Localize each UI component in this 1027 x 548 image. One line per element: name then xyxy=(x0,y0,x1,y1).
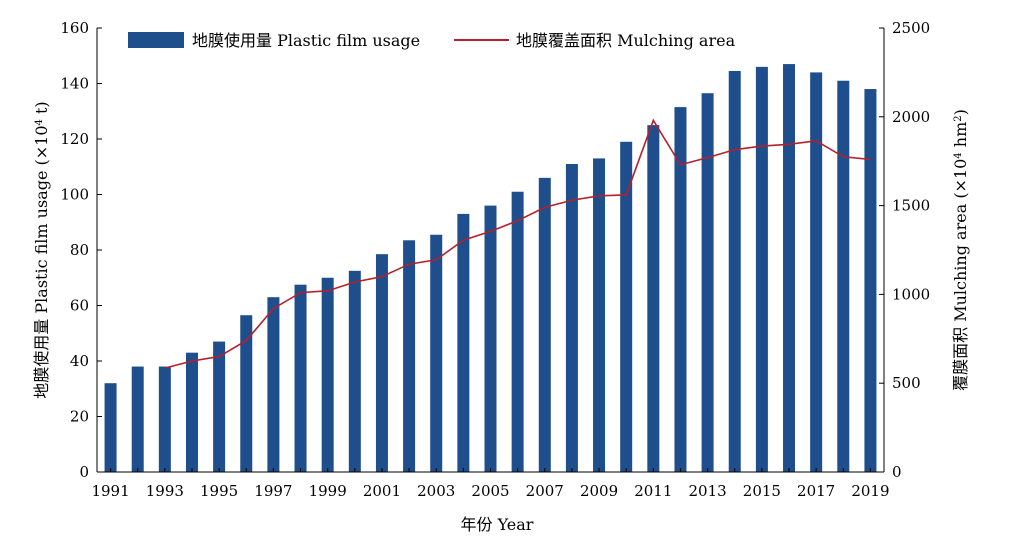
bar-1991 xyxy=(104,383,117,472)
x-tick-label-1993: 1993 xyxy=(146,482,184,500)
y-left-tick-label: 40 xyxy=(70,352,89,370)
bar-1992 xyxy=(131,366,144,472)
bar-2014 xyxy=(728,71,741,472)
bar-1995 xyxy=(213,341,226,472)
bar-2003 xyxy=(430,234,443,472)
y-axis-left-title: 地膜使用量 Plastic film usage (×104 t) xyxy=(32,101,51,398)
x-tick-label-2013: 2013 xyxy=(689,482,727,500)
x-tick-label-2003: 2003 xyxy=(417,482,455,500)
line-mulching-area xyxy=(164,118,871,369)
x-tick-label-2007: 2007 xyxy=(526,482,564,500)
y-left-tick-label: 0 xyxy=(79,463,89,481)
x-tick-label-2005: 2005 xyxy=(471,482,509,500)
bar-2009 xyxy=(593,158,606,473)
y-left-tick-label: 60 xyxy=(70,297,89,315)
bar-2008 xyxy=(565,163,578,473)
bar-2006 xyxy=(511,191,524,473)
line-series-group xyxy=(164,118,871,369)
bar-1997 xyxy=(267,297,280,472)
legend-label-mulching-area: 地膜覆盖面积 Mulching area xyxy=(516,31,736,50)
bar-2000 xyxy=(348,270,361,472)
legend-swatch-bar xyxy=(128,32,184,48)
x-tick-label-1999: 1999 xyxy=(309,482,347,500)
bar-2012 xyxy=(674,107,687,472)
y-right-tick-label: 1000 xyxy=(892,285,930,303)
x-tick-label-2011: 2011 xyxy=(634,482,672,500)
bar-1994 xyxy=(185,352,198,472)
x-tick-label-2015: 2015 xyxy=(743,482,781,500)
y-right-tick-label: 0 xyxy=(892,463,902,481)
y-right-tick-label: 1500 xyxy=(892,197,930,215)
y-left-tick-label: 140 xyxy=(60,75,89,93)
x-tick-label-2001: 2001 xyxy=(363,482,401,500)
bar-2017 xyxy=(810,72,823,473)
bar-series-group xyxy=(104,64,877,473)
bar-1996 xyxy=(240,315,253,472)
legend-label-plastic-film-usage: 地膜使用量 Plastic film usage xyxy=(192,31,420,50)
y-left-tick-label: 100 xyxy=(60,186,89,204)
y-axis-right-title: 覆膜面积 Mulching area (×104 hm2) xyxy=(951,109,970,391)
bar-2005 xyxy=(484,205,497,472)
bar-2019 xyxy=(864,89,877,473)
y-left-tick-label: 160 xyxy=(60,19,89,37)
bar-2011 xyxy=(647,125,660,473)
bar-2013 xyxy=(701,93,714,473)
legend: 地膜使用量 Plastic film usage 地膜覆盖面积 Mulching… xyxy=(128,31,736,50)
y-right-tick-label: 2500 xyxy=(892,19,930,37)
bar-1998 xyxy=(294,284,307,472)
y-right-tick-label: 2000 xyxy=(892,108,930,126)
y-right-tick-label: 500 xyxy=(892,374,921,392)
bar-1993 xyxy=(158,366,171,472)
bar-2018 xyxy=(837,80,850,472)
y-left-tick-label: 120 xyxy=(60,130,89,148)
ticks-group: 0 20 40 60 80 100 120 140 160 0 500 1000 1500 2000 250… xyxy=(60,19,930,500)
x-tick-label-1995: 1995 xyxy=(200,482,238,500)
bar-2015 xyxy=(755,66,768,472)
bar-2016 xyxy=(783,64,796,472)
x-tick-label-2017: 2017 xyxy=(797,482,835,500)
bar-2004 xyxy=(457,213,470,473)
bar-2010 xyxy=(620,141,633,472)
x-tick-label-1991: 1991 xyxy=(91,482,129,500)
x-axis-title: 年份 Year xyxy=(461,515,534,534)
y-left-tick-label: 80 xyxy=(70,241,89,259)
x-tick-label-2009: 2009 xyxy=(580,482,618,500)
bar-1999 xyxy=(321,277,334,472)
bar-2007 xyxy=(538,177,551,472)
x-tick-label-1997: 1997 xyxy=(254,482,292,500)
bar-2001 xyxy=(375,254,388,472)
bar-2002 xyxy=(403,240,416,472)
y-left-tick-label: 20 xyxy=(70,408,89,426)
x-tick-label-2019: 2019 xyxy=(851,482,889,500)
